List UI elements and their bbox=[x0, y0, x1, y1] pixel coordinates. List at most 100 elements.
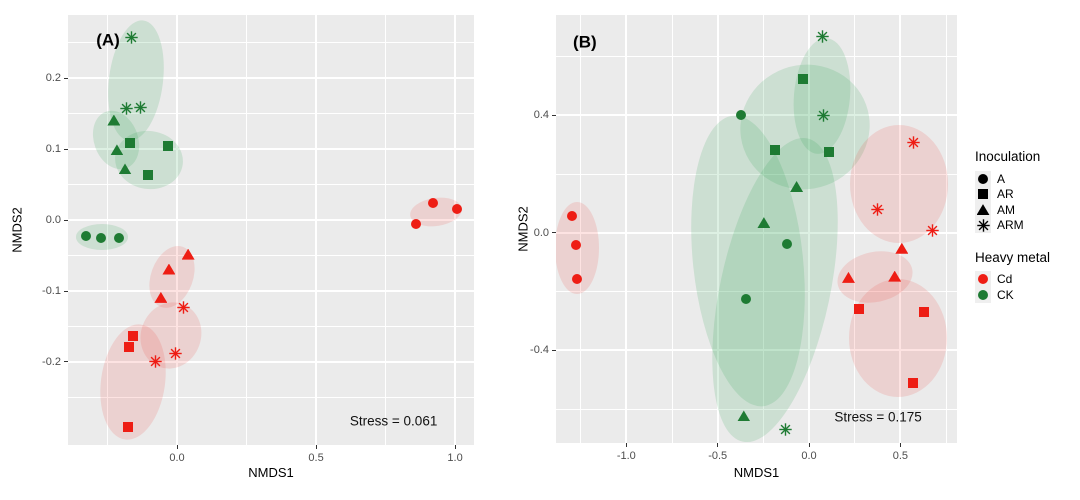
data-point-Cd-AM bbox=[841, 271, 855, 283]
circle-marker-icon bbox=[978, 274, 988, 285]
x-tick-mark bbox=[625, 443, 627, 447]
data-point-Cd-AM bbox=[895, 242, 909, 254]
y-tick-label: 0.0 bbox=[45, 214, 61, 227]
y-tick-mark bbox=[64, 219, 68, 221]
y-tick-label: 0.2 bbox=[45, 72, 61, 85]
asterisk-marker-icon bbox=[975, 217, 991, 234]
data-point-Cd-ARM bbox=[906, 136, 920, 149]
data-point-Cd-A bbox=[572, 274, 582, 285]
gridline-horizontal bbox=[556, 291, 957, 293]
x-tick-mark bbox=[717, 443, 719, 447]
data-point-CK-ARM bbox=[134, 101, 148, 115]
data-point-CK-ARM bbox=[120, 102, 134, 115]
gridline-vertical bbox=[246, 15, 248, 445]
data-point-CK-A bbox=[95, 232, 106, 243]
x-tick-label: 0.5 bbox=[308, 452, 324, 464]
gridline-vertical bbox=[808, 15, 811, 443]
legend-item-label: Cd bbox=[997, 272, 1013, 287]
panel-A-plot-area: (A) Stress = 0.061 bbox=[68, 15, 474, 445]
data-point-CK-AM bbox=[107, 114, 121, 126]
gridline-vertical bbox=[454, 15, 457, 445]
x-tick-mark bbox=[454, 445, 456, 449]
data-point-Cd-ARM bbox=[148, 355, 162, 368]
gridline-vertical bbox=[854, 15, 856, 443]
x-tick-label: 0.5 bbox=[892, 450, 909, 462]
gridline-vertical bbox=[580, 15, 582, 443]
data-point-Cd-A bbox=[566, 210, 577, 221]
y-tick-label: -0.1 bbox=[42, 285, 61, 298]
gridline-horizontal bbox=[556, 408, 957, 410]
data-point-Cd-AR bbox=[908, 378, 919, 389]
y-tick-mark bbox=[552, 232, 556, 234]
data-point-CK-AM bbox=[790, 181, 804, 193]
gridline-vertical bbox=[899, 15, 902, 443]
gridline-horizontal bbox=[68, 290, 474, 293]
data-point-Cd-AR bbox=[918, 306, 929, 317]
data-point-Cd-A bbox=[427, 198, 438, 209]
data-point-CK-A bbox=[781, 239, 792, 250]
circle-marker-icon bbox=[978, 173, 988, 184]
data-point-Cd-AR bbox=[853, 304, 864, 315]
legend-item-label: CK bbox=[997, 287, 1014, 302]
data-point-Cd-ARM bbox=[871, 202, 884, 216]
gridline-vertical bbox=[106, 15, 108, 445]
legend-item-Cd: Cd bbox=[975, 271, 1050, 288]
x-tick-label: 0.0 bbox=[169, 452, 185, 464]
data-point-CK-AM bbox=[110, 144, 124, 156]
data-point-CK-AM bbox=[757, 217, 771, 229]
gridline-horizontal bbox=[68, 326, 474, 327]
data-point-Cd-ARM bbox=[168, 347, 182, 360]
legend-item-label: ARM bbox=[997, 218, 1024, 233]
gridline-horizontal bbox=[68, 184, 474, 186]
data-point-Cd-A bbox=[452, 204, 463, 215]
circle-marker-icon bbox=[978, 289, 988, 300]
square-marker-icon bbox=[975, 186, 991, 203]
triangle-marker-icon bbox=[976, 204, 990, 216]
legend-item-A: A bbox=[975, 170, 1050, 187]
legend-heavy-metal: Heavy metal Cd CK bbox=[975, 249, 1051, 303]
y-tick-mark bbox=[64, 77, 68, 79]
data-point-Cd-A bbox=[411, 218, 422, 229]
panel-B-plot-area: (B) Stress = 0.175 bbox=[556, 15, 957, 443]
data-point-CK-ARM bbox=[125, 31, 139, 44]
data-point-CK-AM bbox=[737, 410, 751, 422]
legend-inoculation-title: Inoculation bbox=[975, 149, 1041, 164]
triangle-marker-icon bbox=[975, 201, 991, 218]
legend-item-label: A bbox=[997, 171, 1006, 186]
gridline-horizontal bbox=[68, 396, 474, 398]
data-point-CK-ARM bbox=[817, 109, 830, 122]
legend-item-ARM: ARM bbox=[975, 217, 1050, 234]
legend-inoculation: Inoculation A AR AM ARM bbox=[975, 149, 1050, 234]
data-point-CK-AR bbox=[143, 170, 154, 181]
data-point-CK-ARM bbox=[816, 30, 829, 43]
legend-heavy-metal-title: Heavy metal bbox=[975, 249, 1051, 265]
gridline-horizontal bbox=[68, 148, 474, 151]
y-tick-label: 0.0 bbox=[533, 226, 549, 239]
data-point-Cd-AM bbox=[162, 263, 176, 275]
gridline-horizontal bbox=[68, 77, 474, 80]
data-point-Cd-ARM bbox=[925, 223, 939, 237]
y-tick-mark bbox=[64, 148, 68, 150]
legend-item-AM: AM bbox=[975, 201, 1050, 218]
legend: Inoculation A AR AM ARM Heavy metal bbox=[975, 149, 1051, 303]
panel-label: (A) bbox=[96, 30, 120, 50]
data-point-CK-AM bbox=[118, 163, 132, 175]
gridline-vertical bbox=[176, 15, 178, 445]
data-point-Cd-AM bbox=[154, 291, 168, 303]
gridline-vertical bbox=[716, 15, 719, 443]
legend-item-AR: AR bbox=[975, 186, 1050, 203]
data-point-CK-A bbox=[113, 232, 124, 243]
gridline-horizontal bbox=[68, 360, 474, 363]
stress-annotation: Stress = 0.061 bbox=[349, 413, 438, 429]
x-tick-mark bbox=[315, 445, 317, 449]
gridline-horizontal bbox=[556, 349, 957, 352]
gridline-vertical bbox=[315, 15, 318, 445]
y-tick-label: -0.4 bbox=[530, 344, 549, 357]
gridline-vertical bbox=[385, 15, 387, 445]
y-tick-label: 0.4 bbox=[533, 109, 549, 122]
x-tick-label: 1.0 bbox=[447, 452, 463, 464]
panel-label: (B) bbox=[573, 32, 597, 52]
data-point-Cd-AR bbox=[123, 422, 134, 433]
cd-color-swatch-icon bbox=[975, 271, 991, 288]
